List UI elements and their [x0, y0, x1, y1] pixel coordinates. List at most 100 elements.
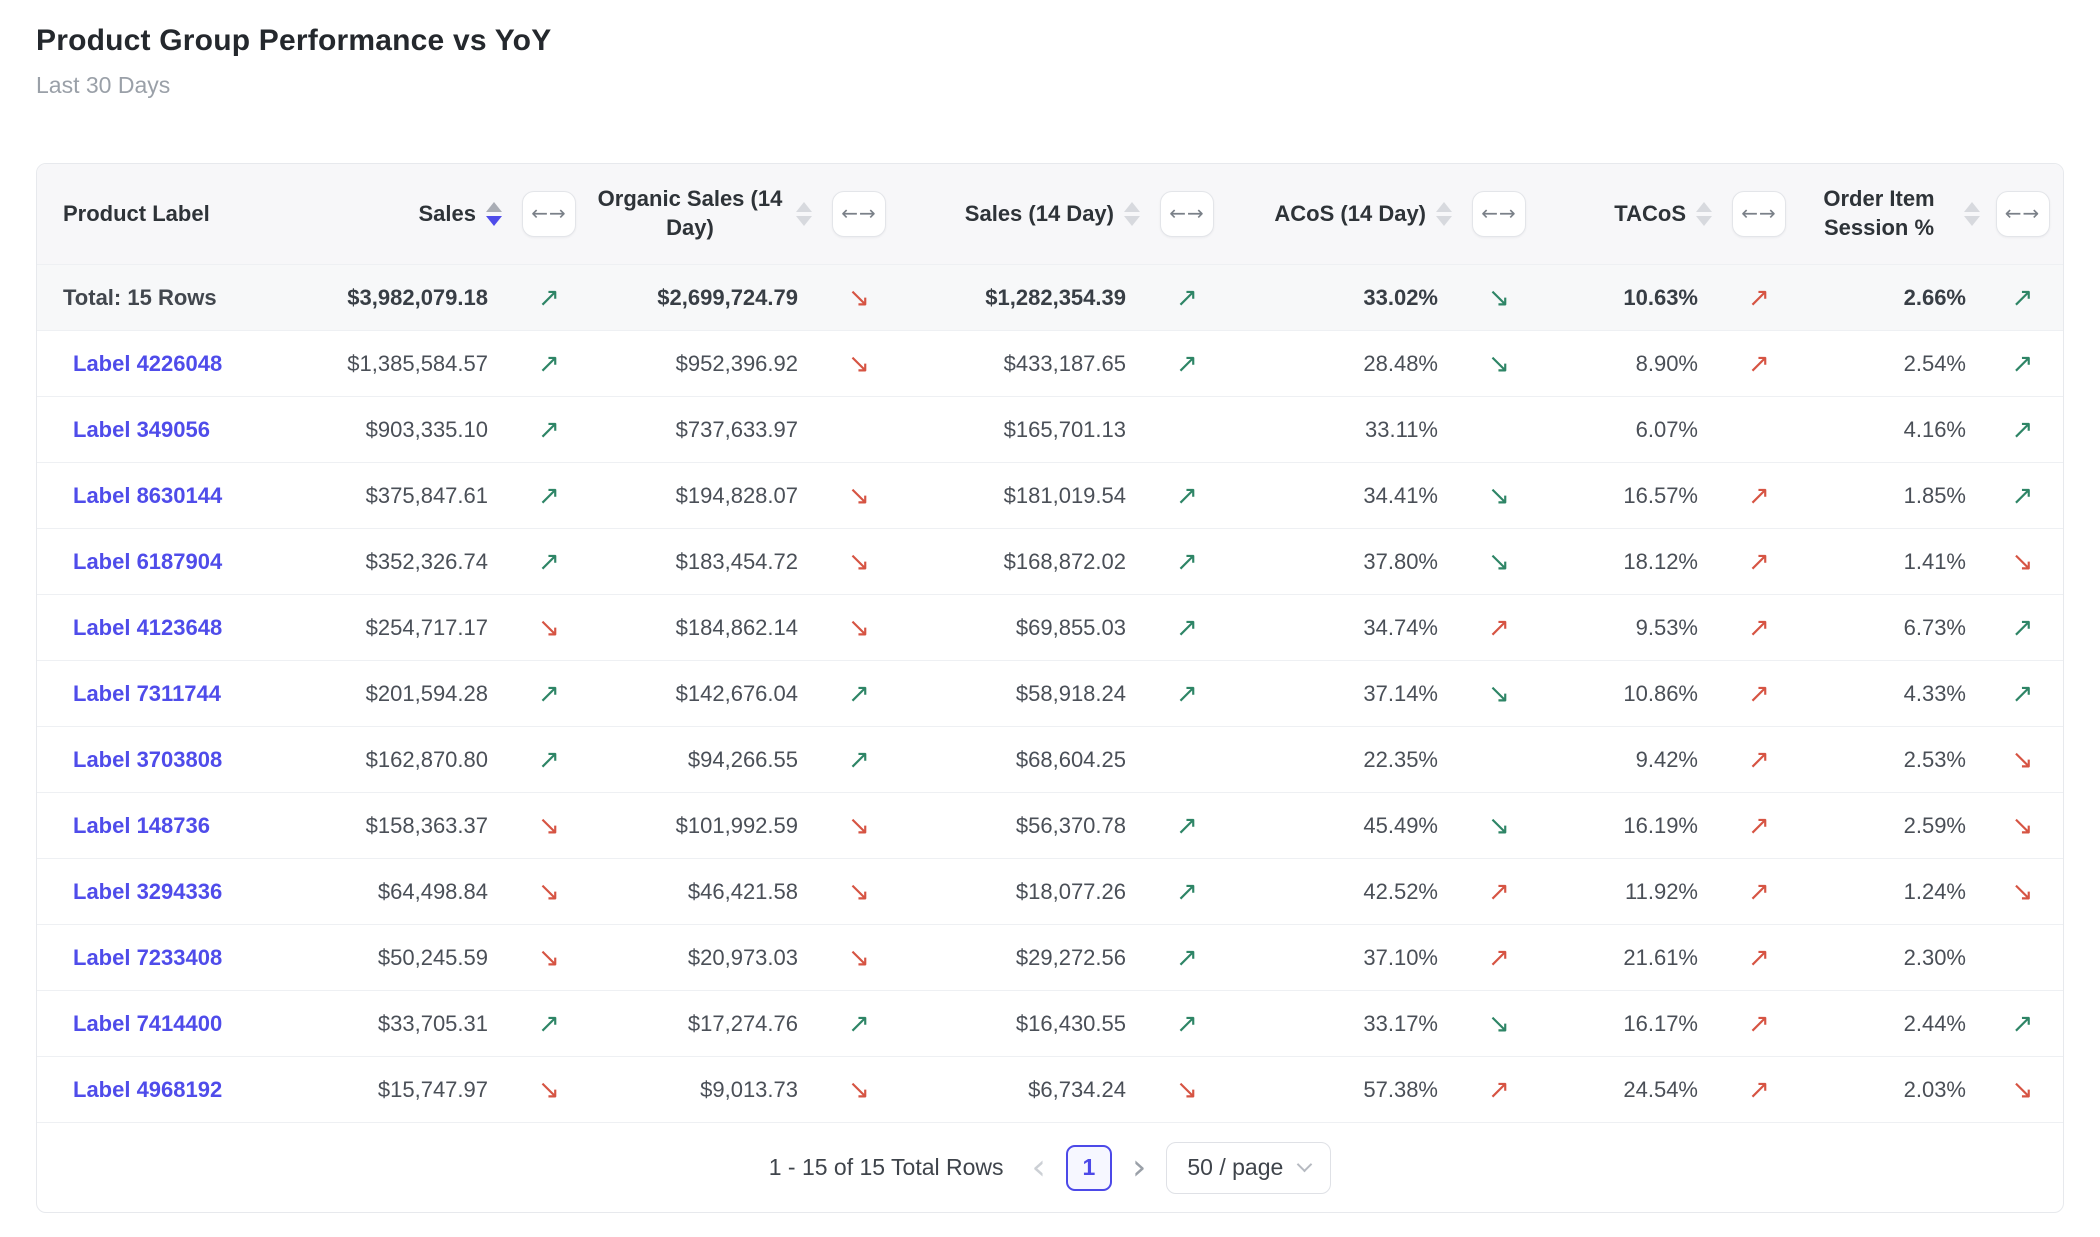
page-size-select[interactable]: 50 / page	[1166, 1141, 1332, 1194]
metric-value: 2.59%	[1903, 812, 1966, 838]
metric-value: $20,973.03	[687, 944, 798, 970]
trend-down-icon: ↘	[848, 348, 870, 379]
product-label-link[interactable]: Label 7414400	[73, 1010, 223, 1036]
column-label: ACoS (14 Day)	[1274, 200, 1426, 226]
trend-up-icon: ↗	[1488, 876, 1510, 907]
trend-cell: ↗	[1142, 615, 1232, 641]
sort-asc-arrow-icon	[1964, 202, 1980, 212]
sort-icon[interactable]	[1436, 202, 1452, 226]
product-label-link[interactable]: Label 7311744	[73, 680, 222, 706]
column-header-order-item-session[interactable]: Order Item Session %	[1804, 185, 1982, 242]
column-header-organic-sales-14-day[interactable]: Organic Sales (14 Day)	[594, 185, 814, 242]
page-number-button[interactable]: 1	[1065, 1144, 1112, 1191]
column-header-product: Product Label	[63, 201, 210, 226]
trend-down-icon: ↘	[538, 1074, 560, 1105]
product-label-link[interactable]: Label 8630144	[73, 482, 223, 508]
metric-value: $1,282,354.39	[985, 284, 1126, 310]
metric-value: $16,430.55	[1015, 1010, 1126, 1036]
trend-up-icon: ↗	[1748, 546, 1770, 577]
product-label-link[interactable]: Label 4123648	[73, 614, 223, 640]
metric-value: 4.16%	[1903, 416, 1966, 442]
trend-down-icon: ↘	[848, 810, 870, 841]
column-resize-handle[interactable]: ←→	[1472, 191, 1526, 237]
metric-value: $168,872.02	[1003, 548, 1126, 574]
trend-down-icon: ↘	[538, 810, 560, 841]
column-label: TACoS	[1614, 200, 1686, 226]
column-resize-handle[interactable]: ←→	[1732, 191, 1786, 237]
product-label-link[interactable]: Label 4226048	[73, 350, 223, 376]
trend-cell: ↗	[504, 549, 594, 575]
next-page-button[interactable]: ›	[1131, 1146, 1147, 1188]
trend-cell: ↗	[504, 1011, 594, 1037]
column-header-sales-14-day[interactable]: Sales (14 Day)	[904, 200, 1142, 229]
trend-cell: ↗	[1142, 813, 1232, 839]
trend-cell: ↗	[1142, 351, 1232, 377]
column-resize-handle[interactable]: ←→	[832, 191, 886, 237]
column-resize-handle[interactable]: ←→	[1995, 191, 2050, 237]
prev-page-button[interactable]: ‹	[1031, 1146, 1046, 1188]
trend-up-icon: ↗	[538, 1008, 560, 1039]
product-label-cell: Label 6187904	[37, 549, 299, 575]
column-resize-handle[interactable]: ←→	[1160, 191, 1214, 237]
metric-value: $158,363.37	[365, 812, 488, 838]
product-label-link[interactable]: Label 148736	[73, 812, 210, 838]
product-label-link[interactable]: Label 7233408	[73, 944, 223, 970]
trend-cell: ↗	[1982, 615, 2063, 641]
product-label-link[interactable]: Label 4968192	[73, 1076, 223, 1102]
column-resize-handle[interactable]: ←→	[522, 191, 576, 237]
metric-value: $1,385,584.57	[347, 350, 488, 376]
metric-value: 18.12%	[1623, 548, 1698, 574]
trend-cell: ↘	[1454, 351, 1544, 377]
column-header-sales[interactable]: Sales	[299, 200, 504, 229]
trend-cell: ↗	[504, 417, 594, 443]
column-resize-cell: ←→	[1142, 191, 1232, 237]
column-header-acos-14-day[interactable]: ACoS (14 Day)	[1232, 200, 1454, 229]
table-header-row: Product Label Sales ←→ Organic Sales (14 Da…	[37, 164, 2063, 264]
metric-value: 4.33%	[1903, 680, 1966, 706]
trend-cell: ↗	[1714, 1077, 1804, 1103]
product-label-link[interactable]: Label 349056	[73, 416, 210, 442]
sort-icon[interactable]	[1124, 202, 1140, 226]
product-label-link[interactable]: Label 3294336	[73, 878, 223, 904]
trend-cell: ↗	[504, 483, 594, 509]
table-row: Label 7311744 $201,594.28 ↗ $142,676.04 ↗ $58…	[37, 660, 2063, 726]
sort-icon[interactable]	[1696, 202, 1712, 226]
trend-cell: ↘	[1982, 813, 2063, 839]
pagination-summary: 1 - 15 of 15 Total Rows	[768, 1154, 1004, 1180]
trend-up-icon: ↗	[1748, 744, 1770, 775]
trend-down-icon: ↘	[1488, 1008, 1510, 1039]
metric-value: 34.41%	[1363, 482, 1438, 508]
metric-value: 16.57%	[1623, 482, 1698, 508]
product-label-cell: Label 7311744	[37, 681, 299, 707]
table-row: Label 7414400 $33,705.31 ↗ $17,274.76 ↗ $16,4…	[37, 990, 2063, 1056]
trend-cell: ↘	[814, 879, 904, 905]
column-header-tacos[interactable]: TACoS	[1544, 200, 1714, 229]
trend-up-icon: ↗	[848, 744, 870, 775]
trend-up-icon: ↗	[2011, 480, 2034, 511]
trend-up-icon: ↗	[1748, 348, 1770, 379]
trend-down-icon: ↘	[848, 1074, 870, 1105]
trend-cell: ↘	[1982, 747, 2063, 773]
sort-asc-arrow-icon	[486, 202, 502, 212]
metric-value: 33.17%	[1363, 1010, 1438, 1036]
column-label: Organic Sales (14 Day)	[597, 186, 783, 240]
trend-cell: ↗	[1142, 1011, 1232, 1037]
trend-up-icon: ↗	[1176, 942, 1198, 973]
sort-icon[interactable]	[486, 202, 502, 226]
sort-icon[interactable]	[1964, 202, 1980, 226]
metric-value: 8.90%	[1635, 350, 1698, 376]
trend-up-icon: ↗	[1748, 480, 1770, 511]
sort-icon[interactable]	[796, 202, 812, 226]
metric-value: 2.03%	[1903, 1076, 1966, 1102]
trend-cell: ↗	[1454, 879, 1544, 905]
product-label-link[interactable]: Label 3703808	[73, 746, 223, 772]
trend-cell: ↘	[1454, 813, 1544, 839]
metric-value: $46,421.58	[687, 878, 798, 904]
product-label-link[interactable]: Label 6187904	[73, 548, 223, 574]
trend-cell: ↗	[1982, 483, 2063, 509]
metric-value: 16.17%	[1623, 1010, 1698, 1036]
column-resize-cell: ←→	[814, 191, 904, 237]
trend-cell: ↘	[814, 285, 904, 311]
trend-down-icon: ↘	[848, 876, 870, 907]
trend-up-icon: ↗	[538, 480, 560, 511]
